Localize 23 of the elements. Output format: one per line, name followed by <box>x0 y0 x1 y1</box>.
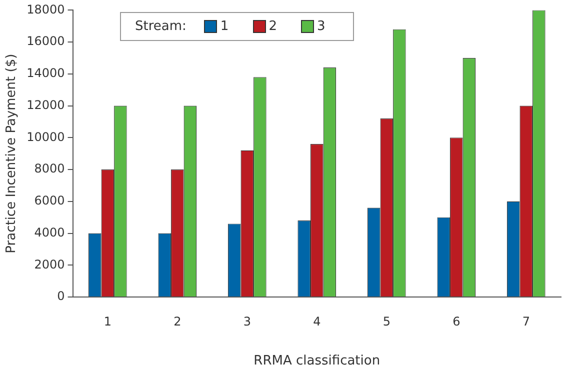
y-tick-label: 8000 <box>34 162 65 176</box>
y-tick-label: 12000 <box>26 98 65 112</box>
y-tick-label: 18000 <box>26 2 65 16</box>
y-tick-label: 14000 <box>26 66 65 80</box>
y-tick-label: 2000 <box>34 257 65 272</box>
y-tick-label: 0 <box>57 289 65 304</box>
legend-label: 1 <box>220 19 229 34</box>
x-tick-label: 1 <box>104 314 112 328</box>
x-tick-label: 3 <box>243 314 251 328</box>
y-tick-label: 10000 <box>26 130 65 144</box>
legend-title: Stream: <box>135 19 186 34</box>
x-tick-label: 6 <box>452 314 460 328</box>
x-tick-label: 4 <box>313 314 321 328</box>
y-tick-label: 4000 <box>34 225 65 240</box>
y-axis-title: Practice Incentive Payment ($) <box>4 54 20 254</box>
x-axis-title: RRMA classification <box>254 354 380 369</box>
legend-label: 2 <box>268 19 277 34</box>
legend-label: 3 <box>316 19 326 34</box>
x-tick-label: 7 <box>522 314 530 328</box>
x-tick-label: 2 <box>174 314 182 328</box>
y-tick-label: 16000 <box>26 34 65 48</box>
y-tick-label: 6000 <box>34 194 65 208</box>
x-tick-label: 5 <box>382 314 390 328</box>
